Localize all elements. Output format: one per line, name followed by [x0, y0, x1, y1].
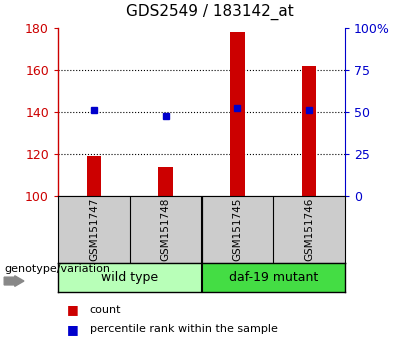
Text: GSM151745: GSM151745	[232, 198, 242, 261]
Bar	[302, 66, 316, 196]
Text: ■: ■	[66, 303, 78, 316]
Bar	[230, 32, 244, 196]
Text: ■: ■	[66, 322, 78, 336]
Text: GSM151746: GSM151746	[304, 198, 314, 261]
Text: GSM151747: GSM151747	[89, 198, 99, 261]
Bar	[158, 167, 173, 196]
Text: GDS2549 / 183142_at: GDS2549 / 183142_at	[126, 4, 294, 20]
Text: percentile rank within the sample: percentile rank within the sample	[89, 324, 277, 334]
Text: count: count	[89, 305, 121, 315]
Bar	[202, 263, 345, 292]
Bar	[87, 156, 101, 196]
Text: wild type: wild type	[101, 271, 158, 284]
Text: genotype/variation: genotype/variation	[4, 264, 110, 274]
Text: daf-19 mutant: daf-19 mutant	[228, 271, 318, 284]
Bar	[58, 263, 202, 292]
Text: GSM151748: GSM151748	[160, 198, 171, 261]
